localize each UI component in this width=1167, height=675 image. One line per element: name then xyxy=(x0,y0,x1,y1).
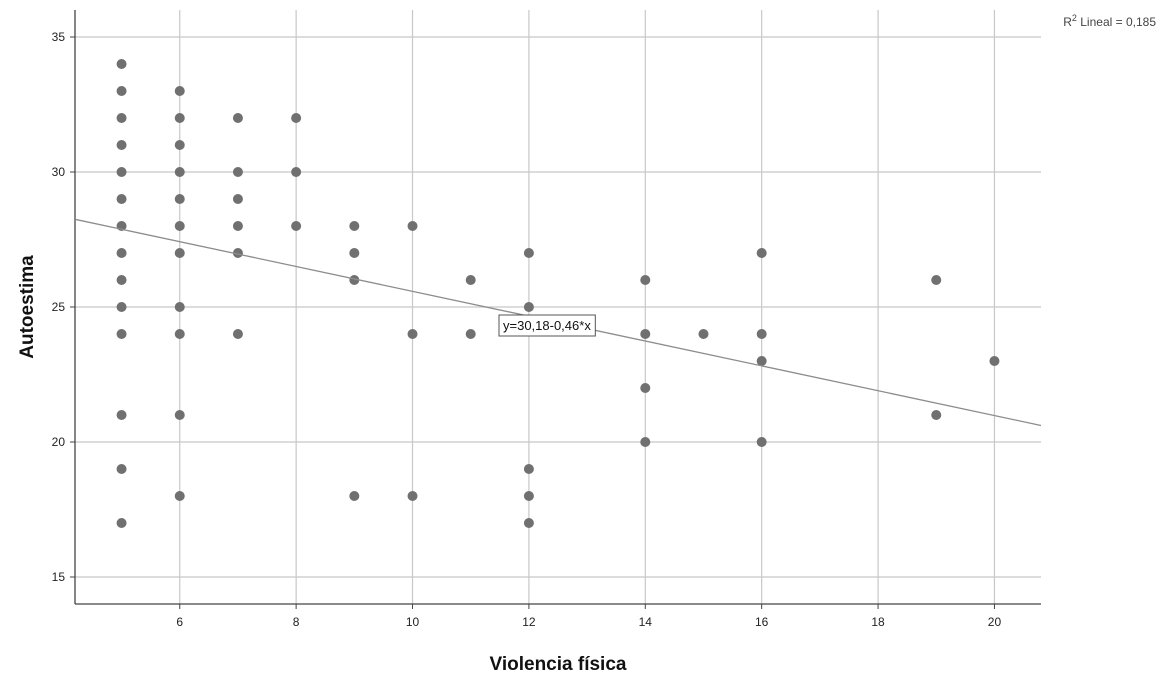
data-point xyxy=(116,140,127,150)
x-tick-label: 6 xyxy=(176,615,183,629)
data-point xyxy=(116,464,127,474)
x-tick-label: 14 xyxy=(639,615,653,629)
data-point xyxy=(116,329,127,339)
data-point xyxy=(931,410,942,420)
data-point xyxy=(523,491,534,501)
x-tick-label: 16 xyxy=(755,615,769,629)
data-point xyxy=(349,221,360,231)
data-point xyxy=(232,113,243,123)
data-point xyxy=(174,167,185,177)
y-axis-title: Autoestima xyxy=(17,255,38,359)
data-point xyxy=(116,248,127,258)
data-point xyxy=(349,248,360,258)
data-point xyxy=(116,59,127,69)
data-point xyxy=(407,221,418,231)
data-point xyxy=(756,356,767,366)
data-point xyxy=(465,275,476,285)
y-tick-label: 35 xyxy=(52,30,66,44)
data-point xyxy=(523,464,534,474)
data-point xyxy=(640,383,651,393)
data-point xyxy=(232,248,243,258)
x-axis-ticks: 6 8 10 12 14 16 18 20 xyxy=(176,604,1001,629)
data-point xyxy=(640,437,651,447)
data-point xyxy=(291,221,302,231)
x-tick-label: 10 xyxy=(406,615,420,629)
data-point xyxy=(931,275,942,285)
data-point xyxy=(523,248,534,258)
r-squared-superscript: 2 xyxy=(1072,13,1077,23)
data-point xyxy=(465,329,476,339)
x-tick-label: 20 xyxy=(988,615,1002,629)
x-tick-label: 8 xyxy=(293,615,300,629)
y-tick-label: 15 xyxy=(52,570,66,584)
data-point xyxy=(174,248,185,258)
y-tick-label: 25 xyxy=(52,300,66,314)
data-point xyxy=(232,329,243,339)
data-point xyxy=(407,329,418,339)
y-tick-label: 30 xyxy=(52,165,66,179)
x-axis-title: Violencia física xyxy=(490,654,627,675)
data-point xyxy=(349,491,360,501)
data-point xyxy=(174,113,185,123)
data-point xyxy=(523,302,534,312)
data-point xyxy=(116,518,127,528)
data-point xyxy=(174,140,185,150)
data-point xyxy=(116,113,127,123)
data-point xyxy=(756,248,767,258)
grid-lines xyxy=(75,10,1041,604)
y-axis-ticks: 15 20 25 30 35 xyxy=(52,30,75,584)
data-point xyxy=(523,518,534,528)
data-point xyxy=(174,329,185,339)
data-point xyxy=(116,194,127,204)
data-point xyxy=(174,302,185,312)
data-point xyxy=(407,491,418,501)
r-squared-label: R2 Lineal = 0,185 xyxy=(1063,13,1156,29)
data-points xyxy=(116,59,1000,528)
r-squared-r: R xyxy=(1063,15,1072,29)
data-point xyxy=(232,167,243,177)
data-point xyxy=(116,275,127,285)
data-point xyxy=(291,167,302,177)
data-point xyxy=(756,437,767,447)
equation-box xyxy=(498,314,596,337)
data-point xyxy=(349,275,360,285)
x-tick-label: 18 xyxy=(871,615,885,629)
data-point xyxy=(116,167,127,177)
data-point xyxy=(174,86,185,96)
data-point xyxy=(174,194,185,204)
y-tick-label: 20 xyxy=(52,435,66,449)
data-point xyxy=(989,356,1000,366)
equation-label: y=30,18-0,46*x xyxy=(498,314,596,337)
r-squared-value: Lineal = 0,185 xyxy=(1077,15,1156,29)
x-tick-label: 12 xyxy=(522,615,536,629)
data-point xyxy=(116,302,127,312)
data-point xyxy=(174,491,185,501)
equation-text: y=30,18-0,46*x xyxy=(503,318,591,333)
data-point xyxy=(174,410,185,420)
data-point xyxy=(174,221,185,231)
data-point xyxy=(640,329,651,339)
data-point xyxy=(291,113,302,123)
data-point xyxy=(756,329,767,339)
data-point xyxy=(640,275,651,285)
data-point xyxy=(698,329,709,339)
data-point xyxy=(116,86,127,96)
data-point xyxy=(232,221,243,231)
data-point xyxy=(116,410,127,420)
data-point xyxy=(232,194,243,204)
